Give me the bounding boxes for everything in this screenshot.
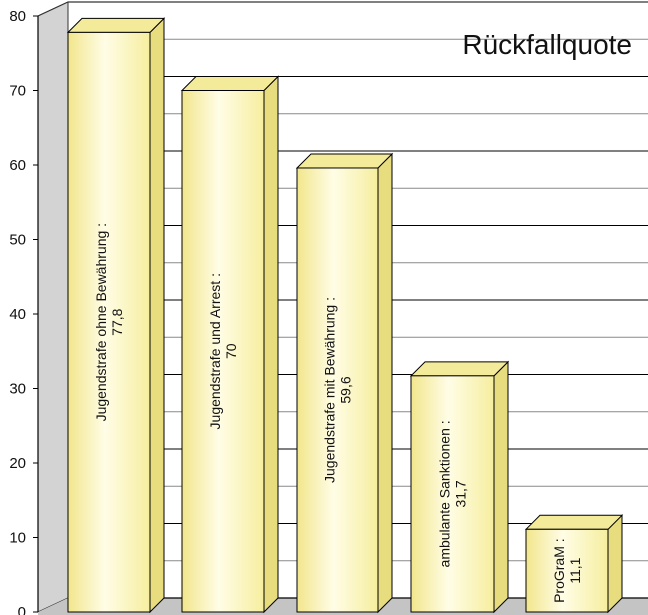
bar-label: ProGraM :11,1	[551, 538, 583, 603]
y-tick-label: 70	[9, 83, 26, 100]
bar-value-label: 70	[223, 343, 239, 359]
bar-side	[149, 17, 165, 614]
y-tick-label: 40	[9, 306, 26, 323]
bar-category-label: Jugendstrafe mit Bewährung :	[322, 297, 338, 483]
bar-label: Jugendstrafe mit Bewährung :59,6	[322, 297, 354, 483]
bar-group: Jugendstrafe und Arrest :70	[180, 75, 280, 614]
left-wall	[37, 1, 69, 613]
bar-group: Jugendstrafe mit Bewährung :59,6	[295, 152, 394, 614]
y-tick-label: 0	[18, 604, 26, 615]
bar-value-label: 59,6	[338, 376, 354, 403]
y-tick-label: 80	[9, 8, 26, 25]
bar-category-label: ambulante Sanktionen :	[437, 420, 453, 567]
bar-label: Jugendstrafe ohne Bewährung :77,8	[93, 223, 125, 421]
bar-value-label: 11,1	[567, 557, 583, 583]
bar-top	[524, 514, 624, 530]
bar-group: ProGraM :11,1	[524, 514, 624, 614]
bar	[67, 31, 151, 613]
bar-side	[377, 152, 393, 614]
bar-label: Jugendstrafe und Arrest :70	[207, 273, 239, 429]
bar	[525, 528, 609, 613]
bar-group: ambulante Sanktionen :31,7	[409, 360, 510, 614]
y-tick-label: 60	[9, 157, 26, 174]
bar	[410, 375, 495, 613]
bar-top	[295, 153, 394, 169]
bar-side	[607, 514, 623, 614]
bar-group: Jugendstrafe ohne Bewährung :77,8	[66, 17, 166, 614]
y-tick-label: 10	[9, 530, 26, 547]
bars: Jugendstrafe ohne Bewährung :77,8 Jugends…	[66, 17, 624, 614]
bar-top	[180, 76, 280, 91]
chart-title: Rückfallquote	[462, 29, 632, 60]
bar-top	[66, 17, 166, 33]
bar-label: ambulante Sanktionen :31,7	[437, 420, 469, 567]
bar-category-label: Jugendstrafe ohne Bewährung :	[93, 223, 109, 421]
bar-side	[493, 360, 509, 614]
bar-category-label: Jugendstrafe und Arrest :	[207, 273, 223, 429]
bar-top	[409, 361, 510, 377]
bar-value-label: 31,7	[453, 480, 469, 507]
y-tick-label: 20	[9, 455, 26, 472]
bar	[296, 167, 379, 613]
y-tick-label: 30	[9, 381, 26, 398]
y-tick-label: 50	[9, 232, 26, 249]
bar-side	[263, 75, 279, 614]
bar	[181, 90, 265, 613]
bar-category-label: ProGraM :	[551, 538, 567, 603]
bar-value-label: 77,8	[109, 308, 125, 335]
